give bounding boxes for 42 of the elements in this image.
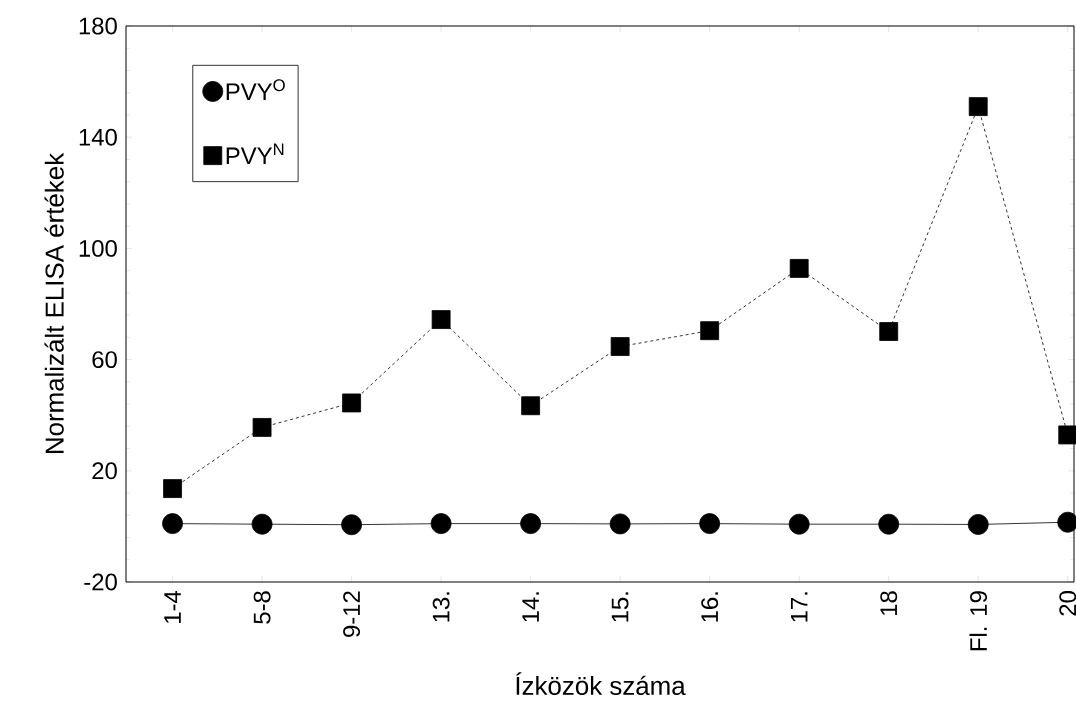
point [162,513,183,535]
y-axis-title: Normalizált ELISA értékek [44,152,64,454]
point [252,418,272,437]
point [251,513,273,535]
point [700,321,720,341]
point [341,514,362,536]
y-tick-label: 100 [79,239,117,257]
point [430,513,452,535]
y-tick-label: 180 [79,17,117,35]
x-tick-label: Fl. 19 [969,591,988,651]
point [1058,425,1076,445]
point [610,337,630,356]
x-tick-label: 20 [1059,591,1076,616]
point [521,396,541,416]
point [431,310,451,329]
y-tick-label: -20 [84,573,117,591]
point [342,393,361,413]
point [163,479,182,498]
legend-label: PVY$^{N}$ [226,143,284,165]
y-tick-label: 60 [92,351,117,369]
y-tick-label: 20 [92,462,117,480]
point [609,513,631,535]
x-tick-label: 16. [701,592,719,622]
x-tick-label: 9-12 [343,591,361,637]
x-tick-label: 14. [522,592,539,622]
x-axis-title: Ízközök száma [516,672,686,696]
x-tick-label: 5-8 [253,591,271,624]
x-tick-label: 18 [880,591,898,615]
point [789,259,809,278]
x-tick-label: 15. [611,592,629,622]
x-tick-label: 13. [432,592,450,622]
point [879,322,899,341]
point [967,514,989,535]
point [968,97,988,117]
point [699,513,721,535]
y-tick-label: 140 [79,128,117,146]
point [520,513,542,535]
legend-label: PVY$^{O}$ [226,79,285,100]
x-tick-label: 17. [790,592,808,622]
point [788,513,810,535]
x-tick-label: 1-4 [164,590,181,623]
point [878,513,900,535]
